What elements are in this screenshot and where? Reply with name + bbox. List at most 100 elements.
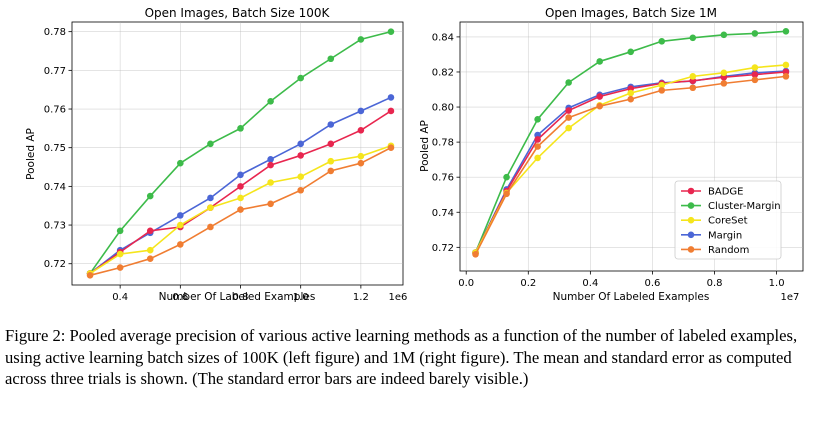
point-cluster-margin xyxy=(177,159,184,167)
point-random xyxy=(177,241,184,248)
point-cluster-margin xyxy=(689,34,697,42)
series-random-left xyxy=(86,144,395,279)
x-tick-label: 1.0 xyxy=(293,292,309,303)
y-tick-label: 0.82 xyxy=(432,67,454,78)
point-margin xyxy=(297,140,304,148)
legend-marker xyxy=(687,187,695,195)
point-random xyxy=(534,143,541,150)
point-random xyxy=(116,264,124,271)
point-random xyxy=(357,159,365,167)
chart-left-title: Open Images, Batch Size 100K xyxy=(145,6,331,20)
x-tick-label: 0.8 xyxy=(707,278,723,289)
chart-right-grid xyxy=(460,22,803,271)
figure-panels: Open Images, Batch Size 100K 0.4 0.6 0.8 1.… xyxy=(25,6,804,303)
point-cluster-margin xyxy=(565,79,572,86)
point-coreset xyxy=(177,221,184,229)
point-badge xyxy=(751,71,759,78)
legend-item-badge: BADGE xyxy=(681,187,743,198)
legend-item-margin: Margin xyxy=(681,230,742,241)
point-random xyxy=(146,255,154,262)
point-margin xyxy=(387,94,395,101)
point-coreset xyxy=(146,246,154,254)
point-cluster-margin xyxy=(207,140,214,148)
x-tick-label: 0.8 xyxy=(233,292,249,303)
point-coreset xyxy=(627,89,635,97)
y-tick-label: 0.74 xyxy=(432,208,454,219)
point-cluster-margin xyxy=(720,31,728,39)
y-tick-label: 0.78 xyxy=(432,138,454,149)
point-margin xyxy=(357,107,365,115)
point-coreset xyxy=(327,157,335,165)
chart-left: Open Images, Batch Size 100K 0.4 0.6 0.8 1.… xyxy=(25,6,407,303)
x-tick-label: 0.4 xyxy=(112,292,128,303)
y-tick-label: 0.74 xyxy=(44,182,66,193)
y-tick-label: 0.77 xyxy=(44,66,66,77)
point-random xyxy=(689,84,697,92)
point-cluster-margin xyxy=(267,97,274,105)
x-tick-label: 0.6 xyxy=(644,278,660,289)
point-random xyxy=(387,144,395,151)
x-tick-label: 0.6 xyxy=(172,292,188,303)
series-cluster-margin-left xyxy=(86,28,395,277)
x-tick-label: 0.2 xyxy=(520,278,536,289)
chart-right-x-offset: 1e7 xyxy=(781,292,800,303)
point-cluster-margin xyxy=(357,36,365,43)
point-badge xyxy=(297,152,304,159)
point-cluster-margin xyxy=(658,37,666,45)
x-tick-label: 0.4 xyxy=(582,278,598,289)
point-coreset xyxy=(357,152,365,160)
point-cluster-margin xyxy=(782,27,790,35)
legend-item-random: Random xyxy=(681,245,749,256)
point-coreset xyxy=(720,69,728,77)
legend-label: CoreSet xyxy=(708,216,748,227)
point-cluster-margin xyxy=(387,28,395,35)
point-coreset xyxy=(534,154,541,162)
legend-marker xyxy=(687,202,695,209)
legend-label: Margin xyxy=(708,230,742,241)
y-tick-label: 0.78 xyxy=(44,27,66,38)
point-cluster-margin xyxy=(146,192,154,200)
point-badge xyxy=(596,93,603,100)
chart-left-grid xyxy=(72,22,403,285)
point-badge xyxy=(327,140,335,148)
point-coreset xyxy=(751,64,759,71)
figure-caption: Figure 2: Pooled average precision of va… xyxy=(5,326,798,388)
point-coreset xyxy=(116,250,124,258)
chart-right-ticks: 0.0 0.2 0.4 0.6 0.8 1.0 0.72 0.74 0.76 0.78 0.80 0.… xyxy=(432,32,785,289)
point-cluster-margin xyxy=(297,74,304,82)
point-random xyxy=(751,76,759,84)
point-margin xyxy=(207,194,214,202)
point-margin xyxy=(177,212,184,219)
point-badge xyxy=(267,161,274,169)
chart-left-xlabel: Number Of Labeled Examples xyxy=(159,291,316,303)
point-badge xyxy=(387,107,395,115)
point-random xyxy=(472,251,479,258)
x-tick-label: 1.2 xyxy=(353,292,369,303)
point-cluster-margin xyxy=(237,125,244,132)
legend-label: BADGE xyxy=(708,187,743,198)
chart-left-ylabel: Pooled AP xyxy=(25,128,37,180)
legend-box xyxy=(674,180,782,260)
point-random xyxy=(207,223,214,231)
y-tick-label: 0.72 xyxy=(44,259,66,270)
chart-right-ylabel: Pooled AP xyxy=(419,120,431,172)
point-margin xyxy=(327,121,335,128)
point-badge xyxy=(146,227,154,235)
point-coreset xyxy=(658,81,666,89)
series-random-right xyxy=(472,73,790,258)
y-tick-label: 0.75 xyxy=(44,143,66,154)
point-margin xyxy=(237,171,244,179)
point-random xyxy=(658,87,666,94)
chart-right-series xyxy=(472,27,790,258)
point-coreset xyxy=(237,194,244,202)
point-random xyxy=(267,200,274,208)
point-coreset xyxy=(565,124,572,132)
chart-right-legend: BADGE Cluster-Margin CoreSet Margin Random xyxy=(674,180,782,260)
point-random xyxy=(782,73,790,80)
point-cluster-margin xyxy=(627,48,635,56)
legend-item-coreset: CoreSet xyxy=(681,216,748,227)
point-cluster-margin xyxy=(327,55,335,63)
chart-right-xlabel: Number Of Labeled Examples xyxy=(553,291,710,303)
point-random xyxy=(503,190,510,198)
point-random xyxy=(86,272,94,279)
